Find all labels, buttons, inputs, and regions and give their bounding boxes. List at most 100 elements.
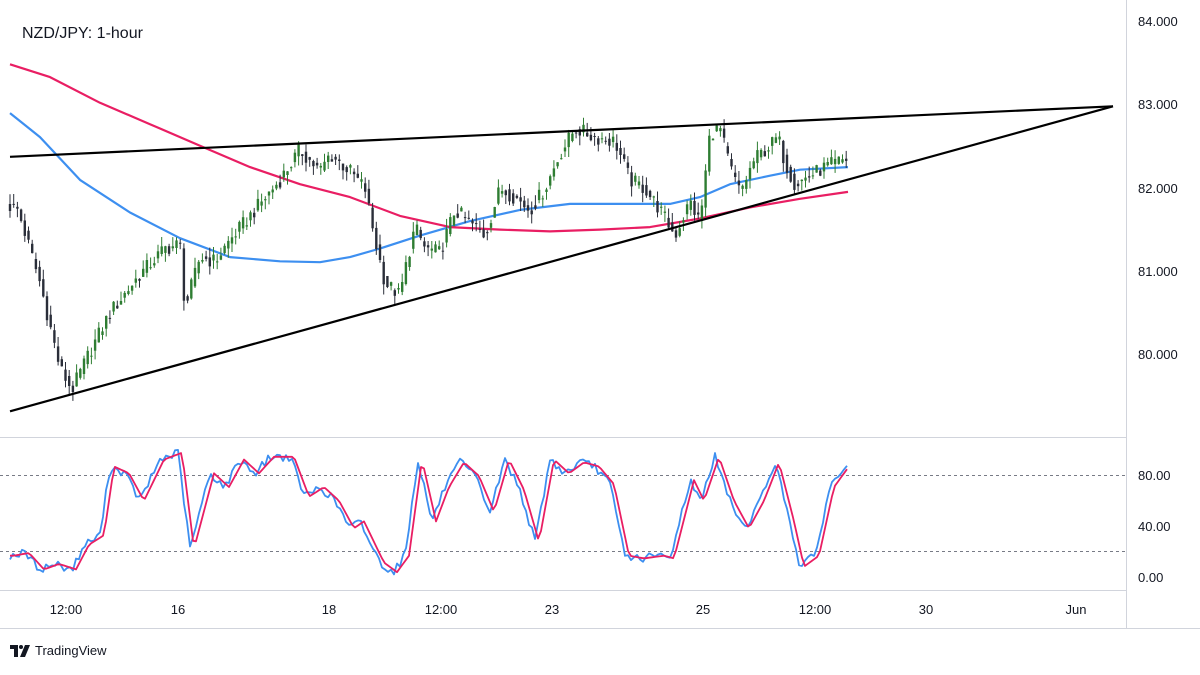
candlestick — [693, 192, 696, 221]
candlestick — [571, 130, 574, 143]
candlestick — [79, 367, 82, 380]
candlestick — [489, 219, 493, 233]
candlestick — [238, 220, 241, 239]
candlestick — [541, 195, 544, 207]
candlestick — [171, 237, 174, 252]
tradingview-branding[interactable]: TradingView — [10, 643, 107, 658]
candlestick — [523, 195, 526, 212]
candlestick — [630, 165, 633, 197]
candlestick — [223, 243, 226, 255]
candlestick — [697, 202, 700, 220]
candlestick — [748, 161, 752, 189]
candlestick — [452, 215, 456, 227]
candlestick — [241, 210, 245, 234]
candlestick — [375, 221, 378, 255]
candlestick — [286, 171, 289, 185]
stochastic-oscillator — [9, 449, 848, 576]
time-tick-label: 23 — [545, 602, 559, 617]
candlestick — [608, 133, 611, 152]
candlestick — [515, 194, 519, 200]
candlestick — [271, 185, 274, 199]
time-tick-label: 30 — [919, 602, 933, 617]
candlestick — [815, 164, 818, 173]
candlestick — [826, 157, 829, 167]
candlestick — [123, 291, 126, 303]
candlestick — [186, 294, 189, 304]
candlestick — [734, 165, 737, 182]
candlestick — [819, 168, 822, 177]
candlestick — [145, 253, 149, 278]
candlestick — [782, 139, 785, 172]
candlestick — [64, 362, 67, 388]
candlestick — [660, 202, 663, 215]
stochastic-k-line — [9, 449, 848, 576]
candlestick — [759, 148, 763, 161]
candlestick — [19, 208, 23, 223]
candlestick — [304, 144, 308, 172]
candlestick — [393, 288, 396, 305]
candlestick — [230, 227, 234, 252]
candlestick — [449, 213, 452, 237]
sma-fast-line — [9, 112, 849, 264]
candlestick — [219, 247, 223, 261]
candlestick — [356, 165, 359, 179]
candlestick — [42, 269, 45, 298]
candlestick — [837, 156, 840, 165]
tradingview-brand-name: TradingView — [35, 643, 107, 658]
candlestick — [615, 134, 618, 160]
trendline-lower[interactable] — [9, 105, 1114, 413]
time-tick-label: 25 — [696, 602, 710, 617]
candlestick — [338, 154, 341, 171]
price-tick-label: 80.000 — [1138, 347, 1178, 362]
candlestick — [334, 154, 337, 165]
candlestick — [197, 260, 200, 280]
candlestick — [119, 291, 123, 305]
candlestick — [604, 136, 607, 145]
candlestick — [704, 164, 707, 217]
candlestick — [500, 184, 504, 198]
trendline-upper[interactable] — [9, 105, 1114, 158]
candlestick — [641, 175, 644, 203]
time-tick-label: 16 — [171, 602, 185, 617]
candlestick — [301, 154, 304, 166]
candlestick — [841, 154, 844, 164]
sma-slow-line — [9, 63, 849, 233]
candlestick — [352, 168, 356, 183]
candlestick — [397, 283, 400, 294]
candlestick — [105, 315, 108, 337]
price-axis: 84.000 83.000 82.000 81.000 80.000 — [1138, 14, 1178, 362]
candlestick — [34, 252, 38, 274]
candlestick — [127, 285, 130, 296]
candlestick — [600, 132, 604, 144]
candlestick — [149, 257, 152, 270]
time-tick-label: Jun — [1066, 602, 1087, 617]
time-tick-label: 12:00 — [425, 602, 458, 617]
candlestick — [160, 237, 163, 257]
candlestick — [689, 194, 692, 216]
candlestick — [722, 119, 726, 143]
candlestick — [45, 291, 49, 326]
candlestick — [90, 347, 93, 365]
candlestick — [545, 187, 548, 200]
candlestick — [364, 177, 367, 199]
candlestick — [153, 256, 156, 268]
candlestick — [297, 141, 300, 166]
candlestick — [345, 165, 348, 181]
candlestick — [116, 300, 119, 309]
candlestick — [512, 189, 515, 206]
candlestick — [82, 355, 86, 380]
candlestick — [656, 191, 659, 218]
candlestick — [193, 257, 197, 288]
candlestick — [763, 145, 766, 157]
candlestick — [830, 149, 833, 165]
candlestick — [623, 147, 626, 162]
candlestick — [86, 346, 89, 369]
candlestick — [367, 179, 371, 206]
candlestick — [593, 132, 596, 146]
candlestick — [804, 170, 807, 188]
price-tick-label: 83.000 — [1138, 97, 1178, 112]
candlestick — [745, 175, 748, 194]
candlestick — [253, 207, 256, 225]
candlestick — [101, 327, 104, 340]
